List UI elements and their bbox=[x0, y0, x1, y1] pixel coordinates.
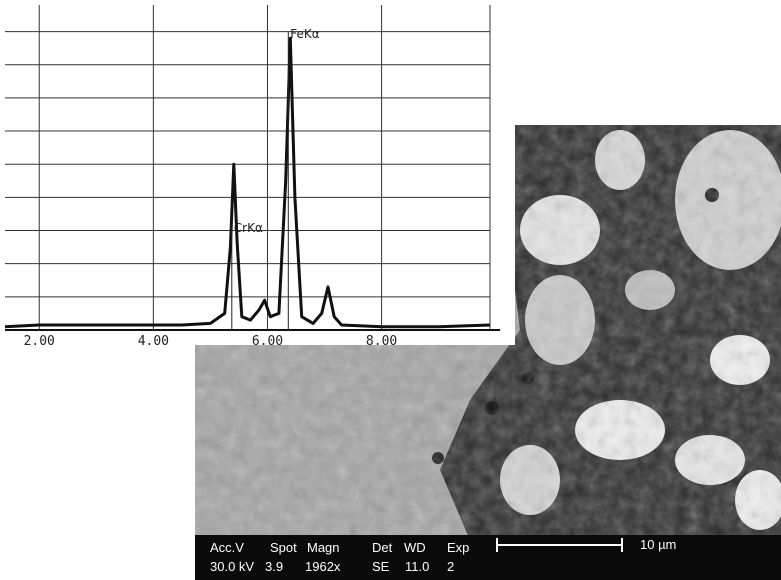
x-tick-label: 6.00 bbox=[252, 334, 283, 349]
x-tick-label: 4.00 bbox=[138, 334, 169, 349]
info-label: Exp bbox=[447, 540, 469, 555]
info-value: SE bbox=[372, 559, 390, 574]
x-tick-label: 8.00 bbox=[366, 334, 397, 349]
info-label: Det bbox=[372, 540, 393, 555]
spectrum: 2.00 4.00 6.00 8.00 FeKα CrKα bbox=[4, 5, 500, 349]
info-value: 3.9 bbox=[265, 559, 283, 574]
info-value: 2 bbox=[447, 559, 454, 574]
info-value: 11.0 bbox=[405, 559, 429, 574]
spectrum-panel bbox=[0, 0, 515, 345]
info-label: Acc.V bbox=[210, 540, 244, 555]
annotation: CrKα bbox=[234, 221, 263, 235]
info-label: Magn bbox=[307, 540, 340, 555]
scale-bar-label: 10 µm bbox=[640, 537, 676, 552]
info-label: WD bbox=[404, 540, 426, 555]
info-label: Spot bbox=[270, 540, 297, 555]
x-tick-label: 2.00 bbox=[24, 334, 55, 349]
info-value: 1962x bbox=[305, 559, 341, 574]
annotation: FeKα bbox=[290, 27, 319, 41]
info-value: 30.0 kV bbox=[210, 559, 254, 574]
spectrum-line bbox=[4, 36, 491, 329]
